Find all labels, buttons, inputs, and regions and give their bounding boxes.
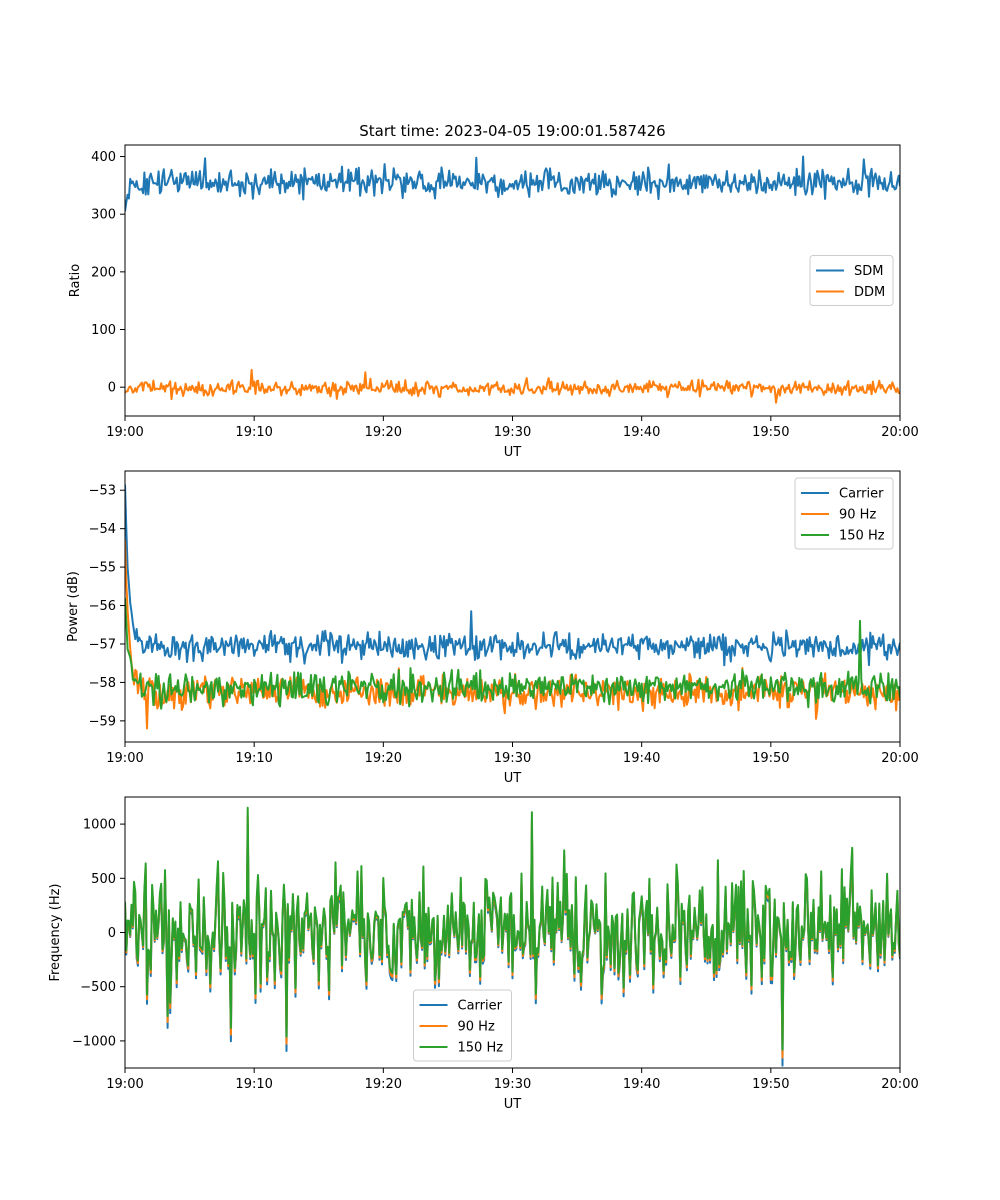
x-tick-label: 19:50 — [752, 1077, 789, 1092]
x-tick-label: 19:10 — [235, 751, 272, 766]
x-axis-label: UT — [504, 1097, 522, 1112]
x-tick-label: 19:50 — [752, 751, 789, 766]
x-tick-label: 19:30 — [494, 425, 531, 440]
x-tick-label: 19:20 — [365, 751, 402, 766]
y-tick-label: −58 — [89, 676, 116, 691]
legend-box — [794, 477, 894, 550]
legend-label: 90 Hz — [458, 1020, 495, 1035]
y-tick-label: 0 — [108, 381, 116, 396]
x-tick-label: 19:20 — [365, 1077, 402, 1092]
axes-frame — [124, 470, 901, 743]
y-tick-label: 400 — [91, 150, 116, 165]
y-tick-label: 0 — [108, 926, 116, 941]
x-tick-label: 19:30 — [494, 1077, 531, 1092]
x-tick-label: 19:40 — [623, 751, 660, 766]
y-tick-label: 500 — [91, 872, 116, 887]
chart-panel-1: 19:00 19:10 19:20 19:30 19:40 19:50 20:00 0 100 2… — [68, 144, 919, 460]
y-tick-label: −55 — [89, 561, 116, 576]
y-axis-label: Ratio — [68, 264, 83, 297]
plot-area — [125, 155, 900, 404]
legend-label: 150 Hz — [839, 529, 885, 544]
y-tick-label: 1000 — [83, 818, 116, 833]
series-line-ddm — [125, 368, 900, 404]
plot-area — [125, 484, 900, 730]
y-tick-label: −57 — [89, 637, 116, 652]
x-axis-label: UT — [504, 445, 522, 460]
chart-panel-3: 19:00 19:10 19:20 19:30 19:40 19:50 20:00 1000 5… — [48, 796, 919, 1112]
series-line-carrier — [125, 484, 900, 667]
x-tick-label: 19:20 — [365, 425, 402, 440]
legend-label: 150 Hz — [458, 1041, 504, 1056]
x-tick-label: 19:00 — [106, 425, 143, 440]
series-line-150-hz — [125, 597, 900, 710]
legend-label: Carrier — [839, 487, 884, 502]
y-tick-label: −54 — [89, 522, 116, 537]
x-tick-label: 20:00 — [881, 425, 918, 440]
figure-title: Start time: 2023-04-05 19:00:01.587426 — [359, 122, 665, 140]
x-tick-label: 19:30 — [494, 751, 531, 766]
legend: Carrier 90 Hz 150 Hz — [794, 477, 894, 550]
x-tick-label: 19:00 — [106, 1077, 143, 1092]
legend-label: 90 Hz — [839, 508, 876, 523]
x-tick-label: 20:00 — [881, 751, 918, 766]
plot-area — [125, 806, 900, 1067]
y-tick-label: −59 — [89, 714, 116, 729]
x-tick-label: 19:40 — [623, 1077, 660, 1092]
y-tick-label: −53 — [89, 484, 116, 499]
chart-panel-2: 19:00 19:10 19:20 19:30 19:40 19:50 20:00 −53 −5… — [66, 470, 919, 786]
y-tick-label: −500 — [80, 980, 116, 995]
y-axis-label: Power (dB) — [66, 571, 81, 642]
legend-label: SDM — [854, 264, 883, 279]
x-axis-label: UT — [504, 771, 522, 786]
x-tick-label: 19:40 — [623, 425, 660, 440]
x-tick-label: 19:10 — [235, 425, 272, 440]
legend-box — [413, 989, 512, 1062]
x-tick-label: 20:00 — [881, 1077, 918, 1092]
y-tick-label: 200 — [91, 265, 116, 280]
legend: SDM DDM — [809, 255, 894, 306]
x-tick-label: 19:10 — [235, 1077, 272, 1092]
y-axis-label: Frequency (Hz) — [48, 883, 63, 981]
y-tick-label: 100 — [91, 323, 116, 338]
y-tick-label: −1000 — [72, 1034, 116, 1049]
series-line-150-hz — [125, 806, 900, 1051]
y-tick-label: 300 — [91, 208, 116, 223]
y-tick-label: −56 — [89, 599, 116, 614]
x-tick-label: 19:50 — [752, 425, 789, 440]
legend-box — [809, 255, 894, 306]
x-tick-label: 19:00 — [106, 751, 143, 766]
series-line-sdm — [125, 155, 900, 212]
legend-label: DDM — [854, 285, 885, 300]
series-line-90-hz — [125, 540, 900, 730]
legend: Carrier 90 Hz 150 Hz — [413, 989, 512, 1062]
legend-label: Carrier — [458, 999, 503, 1014]
